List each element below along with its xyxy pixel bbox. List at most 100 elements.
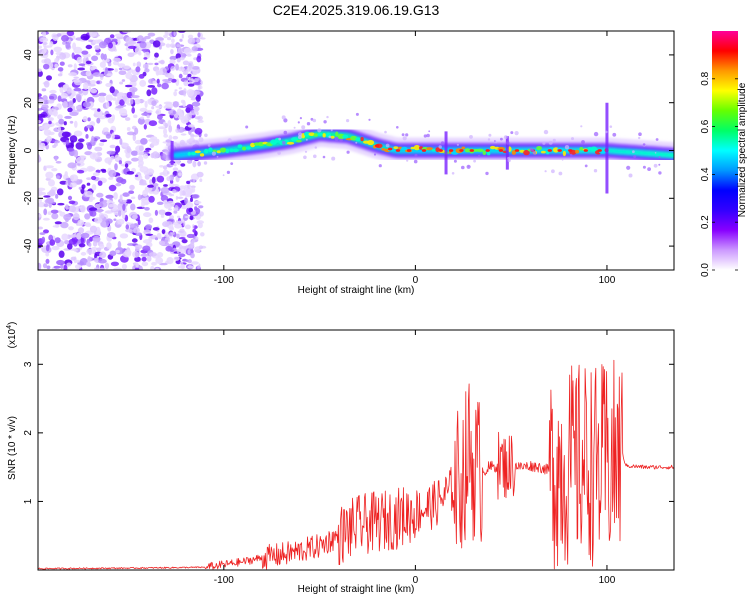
noise-blob (95, 52, 101, 56)
noise-blob (91, 55, 99, 62)
noise-blob (68, 226, 74, 231)
noise-blob (143, 124, 147, 130)
noise-blob (57, 126, 61, 133)
core-peak (514, 149, 520, 152)
core-blob (562, 150, 567, 157)
core-blob (245, 146, 251, 150)
noise-blob (57, 73, 63, 77)
noise-blob (184, 197, 188, 204)
noise-blob (119, 81, 124, 85)
noise-blob (169, 223, 174, 230)
speckle (283, 130, 288, 135)
speckle (328, 135, 332, 139)
noise-blob (147, 62, 154, 66)
speckle (658, 156, 661, 159)
speckle (384, 130, 387, 134)
noise-blob (54, 155, 58, 162)
core-peak (557, 149, 562, 152)
noise-blob (66, 87, 72, 94)
colorbar-tick-label: 0.6 (700, 119, 711, 133)
speckle (451, 172, 455, 175)
speckle (355, 112, 359, 116)
noise-blob (169, 193, 173, 197)
noise-blob (111, 132, 115, 140)
noise-blob (78, 186, 83, 190)
noise-blob (57, 95, 62, 102)
noise-blob (180, 133, 187, 136)
speckle (314, 146, 317, 149)
noise-blob (96, 192, 104, 198)
speckle (654, 152, 657, 154)
noise-blob (88, 166, 96, 171)
noise-blob (105, 101, 110, 109)
noise-blob (125, 151, 131, 159)
noise-blob (85, 134, 89, 139)
noise-blob (81, 50, 89, 55)
noise-blob (170, 203, 175, 206)
speckle (571, 137, 574, 141)
speckle (626, 165, 631, 170)
noise-blob (170, 66, 176, 71)
core-blob (242, 146, 247, 151)
speckle (406, 159, 409, 162)
noise-blob (87, 117, 91, 122)
noise-blob (43, 129, 52, 136)
noise-blob (96, 247, 102, 252)
snr-y-tick-label: 1 (23, 498, 34, 504)
noise-blob (176, 219, 179, 223)
noise-blob (164, 201, 169, 204)
core-peak (469, 149, 474, 152)
noise-blob (176, 249, 180, 254)
noise-blob (108, 204, 115, 208)
core-blob (187, 152, 191, 156)
core-blob (286, 141, 295, 145)
noise-blob (87, 83, 96, 87)
noise-blob (92, 241, 98, 247)
noise-blob (65, 41, 71, 49)
noise-blob (185, 259, 189, 263)
noise-blob (106, 73, 113, 77)
noise-blob (50, 209, 59, 214)
snr-y-multiplier: (x104) (6, 322, 18, 349)
core-blob (426, 147, 434, 151)
noise-blob (62, 101, 68, 109)
core-peak (421, 149, 427, 152)
noise-blob (46, 135, 52, 143)
speckle (506, 141, 510, 145)
speckle (638, 132, 642, 136)
speckle (469, 135, 473, 139)
noise-blob (108, 42, 113, 49)
noise-blob (164, 72, 169, 76)
noise-blob (166, 200, 176, 208)
noise-blob (175, 128, 180, 134)
noise-blob (61, 131, 71, 138)
noise-blob (61, 233, 69, 241)
noise-blob (178, 87, 183, 90)
noise-blob (45, 171, 54, 179)
speckle (306, 122, 311, 126)
noise-blob (121, 209, 125, 216)
noise-blob (161, 82, 169, 90)
speckle (628, 173, 633, 178)
noise-blob (147, 184, 154, 188)
noise-blob (131, 238, 138, 243)
noise-blob (134, 98, 141, 105)
noise-blob (173, 256, 180, 261)
speckle (334, 137, 339, 141)
noise-blob (64, 240, 70, 245)
noise-blob (143, 229, 151, 235)
noise-blob (140, 116, 145, 120)
noise-blob (131, 150, 138, 156)
noise-blob (38, 120, 42, 124)
speckle (346, 119, 350, 123)
spectrogram-panel: -100 0 100 -40 -20 0 20 40 Height of straight l… (7, 30, 675, 296)
colorbar-label: Normalized spectral amplitude (737, 82, 748, 217)
noise-blob (109, 34, 115, 39)
noise-blob (97, 180, 103, 186)
noise-blob (130, 196, 136, 200)
noise-blob (158, 209, 166, 215)
noise-blob (105, 210, 111, 214)
noise-blob (118, 160, 122, 165)
noise-blob (165, 43, 171, 48)
noise-blob (47, 117, 55, 122)
